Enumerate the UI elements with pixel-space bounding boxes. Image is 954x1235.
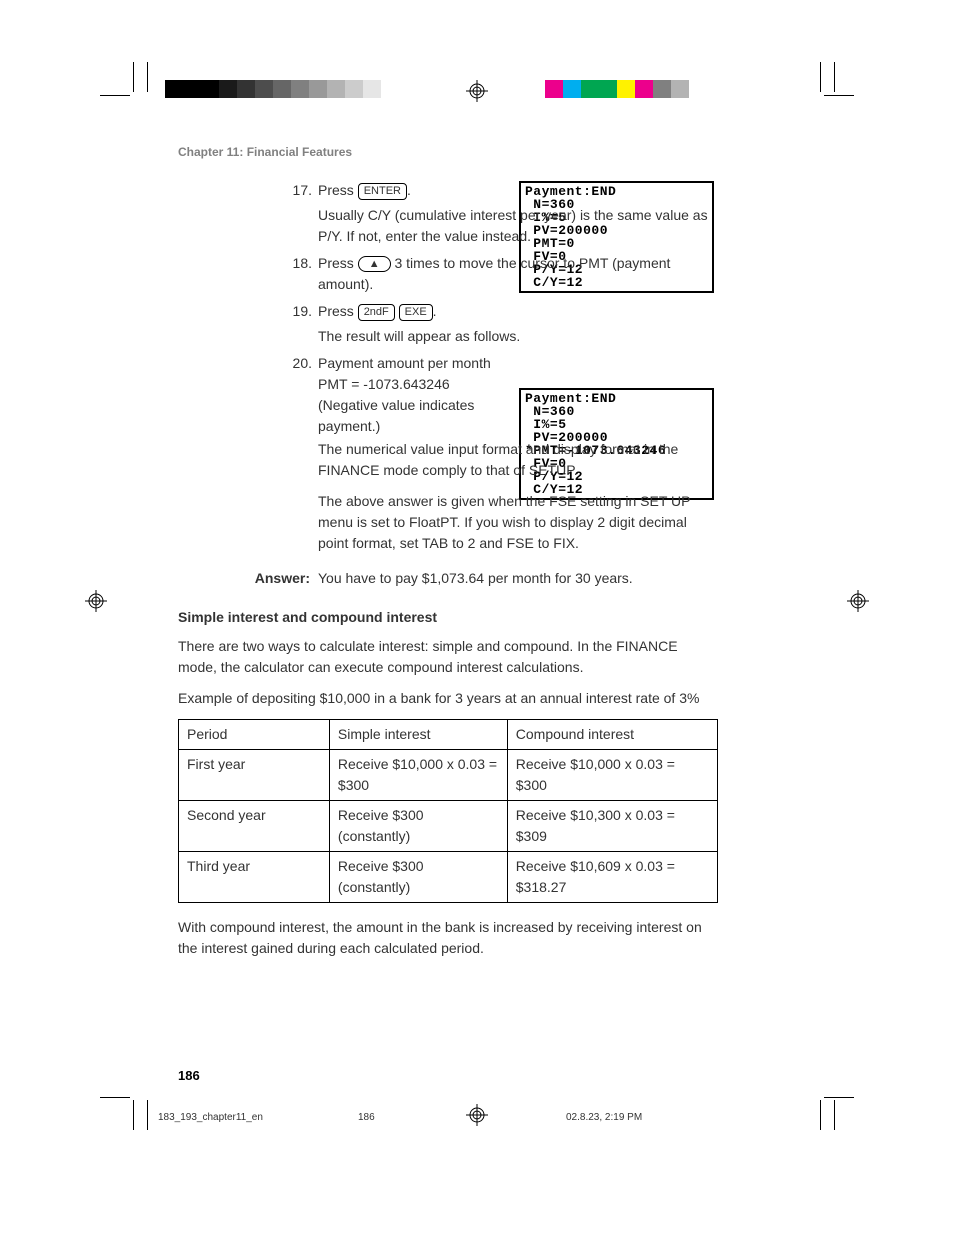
step-19: 19. Press 2ndF EXE. The result will appe… (178, 301, 718, 347)
step-text: The above answer is given when the FSE s… (318, 491, 718, 554)
step-text: The result will appear as follows. (318, 326, 718, 347)
step-18: 18. Press ▲ 3 times to move the cursor t… (178, 253, 718, 295)
crop-mark (824, 1097, 854, 1098)
swatch (599, 80, 617, 98)
crop-mark (820, 62, 821, 92)
table-cell: Receive $10,609 x 0.03 = $318.27 (507, 852, 717, 903)
step-text: . (433, 303, 437, 319)
page-number: 186 (178, 1068, 200, 1083)
table-header-row: PeriodSimple interestCompound interest (179, 720, 718, 750)
answer-row: Answer: You have to pay $1,073.64 per mo… (178, 568, 718, 589)
swatch (563, 80, 581, 98)
step-text: . (407, 182, 411, 198)
step-text: The numerical value input format and dis… (318, 439, 718, 481)
answer-label: Answer: (178, 568, 318, 589)
color-calibration-bar (545, 80, 689, 98)
up-arrow-key-icon: ▲ (358, 256, 391, 272)
table-row: First yearReceive $10,000 x 0.03 = $300R… (179, 750, 718, 801)
swatch (545, 80, 563, 98)
swatch (273, 80, 291, 98)
swatch (165, 80, 183, 98)
step-text: Press (318, 303, 358, 319)
table-row: Second yearReceive $300 (constantly)Rece… (179, 801, 718, 852)
swatch (363, 80, 381, 98)
footer-timestamp: 02.8.23, 2:19 PM (566, 1112, 642, 1123)
table-header-cell: Simple interest (329, 720, 507, 750)
crop-mark (834, 62, 835, 92)
swatch (219, 80, 237, 98)
table-cell: Receive $10,000 x 0.03 = $300 (329, 750, 507, 801)
step-text: Press (318, 255, 358, 271)
interest-table: PeriodSimple interestCompound interest F… (178, 719, 718, 903)
step-body: Press 2ndF EXE. The result will appear a… (318, 301, 718, 347)
step-text: Usually C/Y (cumulative interest per yea… (318, 205, 718, 247)
exe-key-icon: EXE (399, 304, 433, 321)
table-header-cell: Compound interest (507, 720, 717, 750)
step-17: 17. Press ENTER. Usually C/Y (cumulative… (178, 180, 718, 247)
crop-mark (824, 95, 854, 96)
swatch (255, 80, 273, 98)
swatch (581, 80, 599, 98)
secondf-key-icon: 2ndF (358, 304, 395, 321)
paragraph: Example of depositing $10,000 in a bank … (178, 688, 718, 709)
table-row: Third yearReceive $300 (constantly)Recei… (179, 852, 718, 903)
section-heading: Simple interest and compound interest (178, 607, 718, 628)
registration-mark-icon (847, 590, 869, 612)
crop-mark (147, 62, 148, 92)
step-number: 18. (178, 253, 318, 295)
swatch (653, 80, 671, 98)
step-body: Press ENTER. Usually C/Y (cumulative int… (318, 180, 718, 247)
swatch (291, 80, 309, 98)
swatch (671, 80, 689, 98)
page-content: 17. Press ENTER. Usually C/Y (cumulative… (178, 180, 718, 969)
chapter-header: Chapter 11: Financial Features (178, 145, 352, 159)
step-body: Press ▲ 3 times to move the cursor to PM… (318, 253, 718, 295)
step-body: Payment amount per month PMT = -1073.643… (318, 353, 718, 554)
swatch (201, 80, 219, 98)
step-20: 20. Payment amount per month PMT = -1073… (178, 353, 718, 554)
table-cell: Receive $10,000 x 0.03 = $300 (507, 750, 717, 801)
step-text: (Negative value indicates payment.) (318, 395, 508, 437)
step-number: 19. (178, 301, 318, 347)
crop-mark (133, 1100, 134, 1130)
crop-mark (834, 1100, 835, 1130)
crop-mark (100, 95, 130, 96)
swatch (327, 80, 345, 98)
footer-page: 186 (358, 1112, 375, 1123)
swatch (237, 80, 255, 98)
table-header-cell: Period (179, 720, 330, 750)
swatch (309, 80, 327, 98)
step-text: Payment amount per month (318, 353, 508, 374)
footer-filename: 183_193_chapter11_en (158, 1112, 263, 1123)
answer-text: You have to pay $1,073.64 per month for … (318, 568, 718, 589)
registration-mark-icon (466, 1104, 488, 1126)
table-cell: First year (179, 750, 330, 801)
step-text: PMT = -1073.643246 (318, 374, 508, 395)
crop-mark (100, 1097, 130, 1098)
table-cell: Receive $300 (constantly) (329, 852, 507, 903)
swatch (381, 80, 399, 98)
swatch (635, 80, 653, 98)
step-number: 17. (178, 180, 318, 247)
paragraph: There are two ways to calculate interest… (178, 636, 718, 678)
step-text: Press (318, 182, 358, 198)
registration-mark-icon (466, 80, 488, 102)
crop-mark (147, 1100, 148, 1130)
crop-mark (820, 1100, 821, 1130)
table-cell: Receive $300 (constantly) (329, 801, 507, 852)
step-number: 20. (178, 353, 318, 554)
table-cell: Second year (179, 801, 330, 852)
registration-mark-icon (85, 590, 107, 612)
grayscale-calibration-bar (165, 80, 399, 98)
crop-mark (133, 62, 134, 92)
table-cell: Third year (179, 852, 330, 903)
table-body: First yearReceive $10,000 x 0.03 = $300R… (179, 750, 718, 903)
swatch (183, 80, 201, 98)
swatch (345, 80, 363, 98)
enter-key-icon: ENTER (358, 183, 407, 200)
paragraph: With compound interest, the amount in th… (178, 917, 718, 959)
table-cell: Receive $10,300 x 0.03 = $309 (507, 801, 717, 852)
swatch (617, 80, 635, 98)
